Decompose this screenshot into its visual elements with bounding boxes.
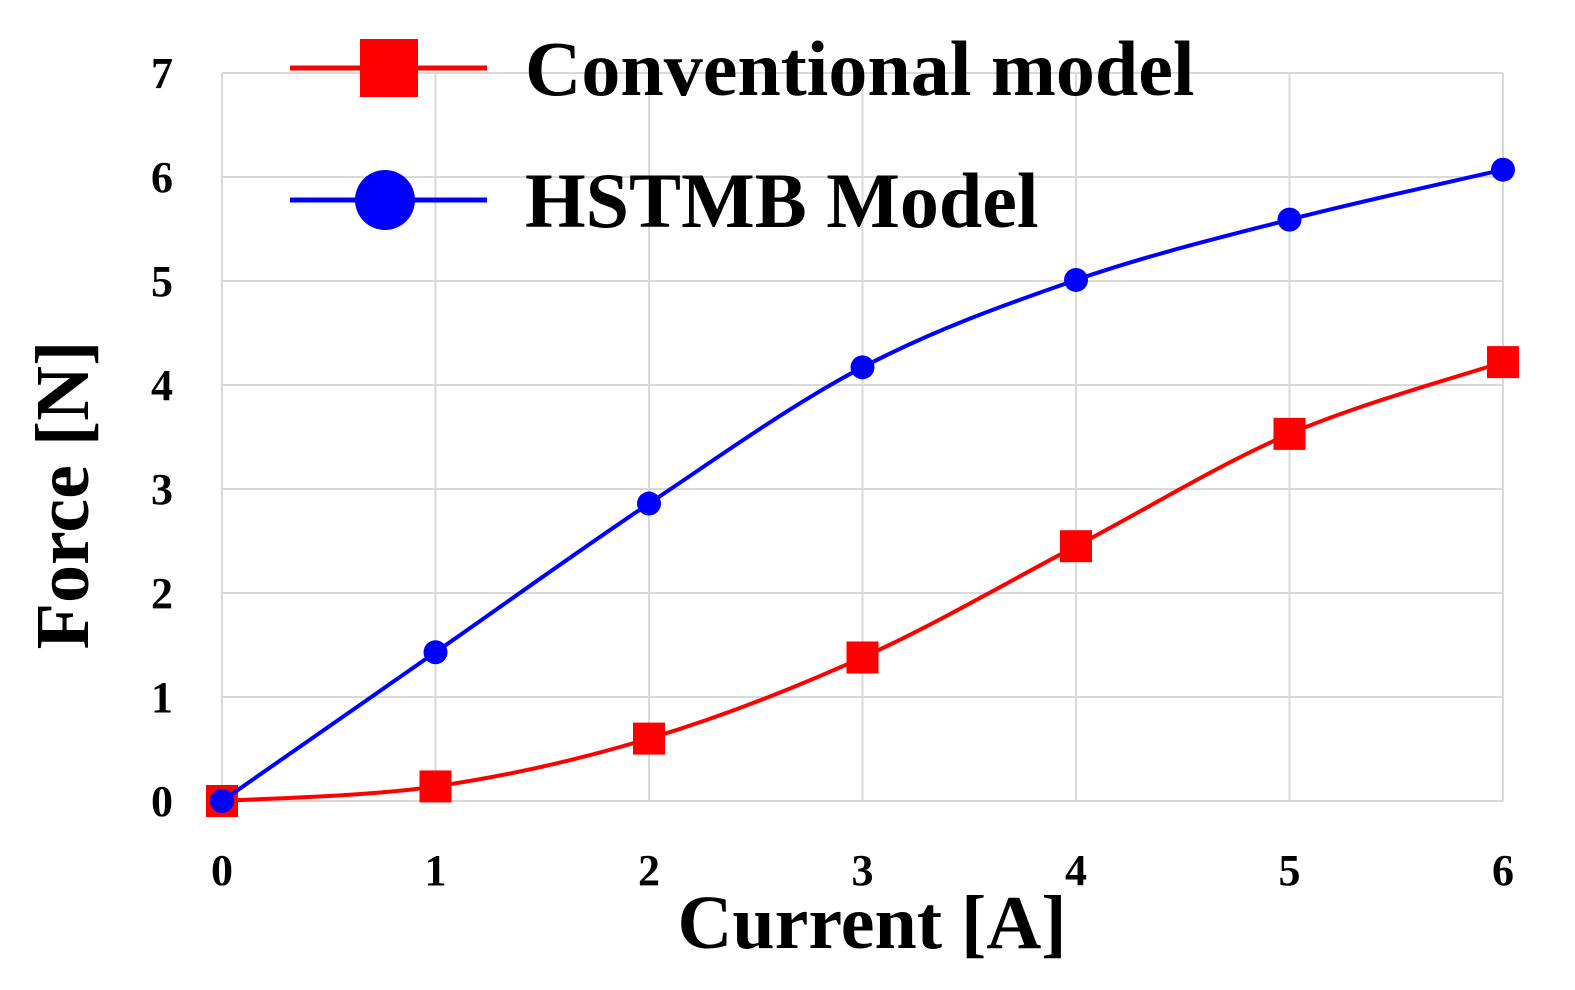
legend-circle-marker [355,170,415,230]
data-point-conventional-model [633,722,665,755]
y-tick-label: 6 [151,153,173,202]
data-point-conventional-model [419,770,452,803]
series-hstmb-model [210,157,1515,813]
data-point-hstmb-model [1491,157,1515,182]
y-tick-label: 5 [151,257,173,306]
data-point-hstmb-model [850,355,875,380]
data-point-hstmb-model [210,789,234,813]
legend-label: Conventional model [525,25,1195,112]
data-point-conventional-model [1060,530,1092,563]
x-tick-label: 5 [1279,846,1301,895]
legend-item-conventional-model: Conventional model [290,25,1195,112]
y-tick-label: 1 [151,673,173,722]
legend-item-hstmb-model: HSTMB Model [290,157,1039,244]
x-tick-label: 0 [211,846,233,895]
x-tick-label: 4 [1065,846,1087,895]
x-tick-labels: 0 1 2 3 4 5 6 [211,846,1514,895]
data-point-conventional-model [1487,346,1519,379]
y-tick-labels: 0 1 2 3 4 5 6 7 [151,49,173,826]
legend-square-marker [360,39,418,97]
y-tick-label: 4 [151,361,173,410]
series-layer [206,157,1519,817]
data-point-conventional-model [1273,417,1306,450]
data-point-hstmb-model [1277,207,1302,232]
y-tick-label: 3 [151,465,173,514]
x-tick-label: 1 [425,846,447,895]
data-point-conventional-model [846,641,879,674]
data-point-hstmb-model [637,491,661,516]
legend-label: HSTMB Model [525,157,1039,244]
legend: Conventional model HSTMB Model [290,25,1195,244]
data-point-hstmb-model [423,640,448,665]
y-tick-label: 2 [151,569,173,618]
y-tick-label: 7 [151,49,173,98]
x-tick-label: 6 [1492,846,1514,895]
data-point-hstmb-model [1064,267,1088,292]
y-tick-label: 0 [151,777,173,826]
x-axis-title: Current [A] [677,881,1066,965]
x-tick-label: 2 [638,846,660,895]
y-axis-title: Force [N] [21,341,105,650]
x-tick-label: 3 [852,846,874,895]
